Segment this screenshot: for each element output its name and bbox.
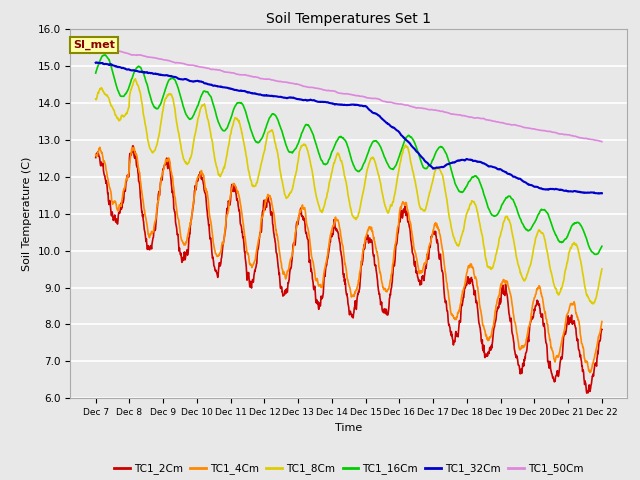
X-axis label: Time: Time [335, 423, 362, 432]
Title: Soil Temperatures Set 1: Soil Temperatures Set 1 [266, 12, 431, 26]
Legend: TC1_2Cm, TC1_4Cm, TC1_8Cm, TC1_16Cm, TC1_32Cm, TC1_50Cm: TC1_2Cm, TC1_4Cm, TC1_8Cm, TC1_16Cm, TC1… [110, 459, 588, 478]
Text: SI_met: SI_met [73, 40, 115, 50]
Y-axis label: Soil Temperature (C): Soil Temperature (C) [22, 156, 32, 271]
